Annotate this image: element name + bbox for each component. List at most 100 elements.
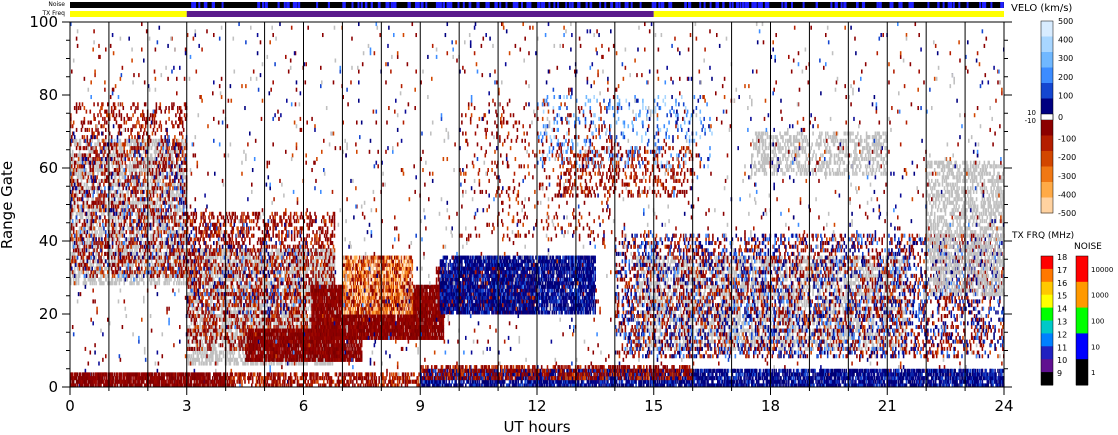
scatter-cell xyxy=(214,284,216,289)
scatter-cell xyxy=(167,219,169,224)
scatter-cell xyxy=(127,178,129,183)
scatter-cell xyxy=(251,361,254,366)
scatter-cell xyxy=(93,219,95,224)
scatter-cell xyxy=(142,200,144,205)
scatter-cell xyxy=(115,168,118,173)
scatter-cell xyxy=(162,197,164,202)
noise-bar-tick xyxy=(292,2,295,8)
scatter-cell xyxy=(128,182,130,187)
scatter-cell xyxy=(118,113,121,118)
scatter-cell xyxy=(140,193,142,198)
scatter-cell xyxy=(156,226,159,231)
scatter-cell xyxy=(93,281,95,286)
noise-bar-tick xyxy=(979,2,982,8)
scatter-cell xyxy=(103,211,105,216)
scatter-cell xyxy=(70,251,72,256)
scatter-cell xyxy=(125,208,128,213)
scatter-cell xyxy=(111,262,114,267)
scatter-cell xyxy=(221,310,224,315)
scatter-cell xyxy=(132,270,134,275)
scatter-cell xyxy=(186,354,189,359)
scatter-cell xyxy=(187,361,190,366)
scatter-cell xyxy=(76,251,79,256)
scatter-cell xyxy=(247,361,249,366)
scatter-cell xyxy=(233,361,236,366)
scatter-cell xyxy=(135,197,137,202)
scatter-cell xyxy=(94,186,96,191)
scatter-cell xyxy=(193,314,196,319)
scatter-cell xyxy=(108,186,111,191)
noise-bar-tick xyxy=(477,2,480,8)
scatter-cell xyxy=(138,131,140,136)
scatter-cell xyxy=(178,266,180,271)
scatter-cell xyxy=(169,259,171,264)
scatter-cell xyxy=(169,142,171,147)
scatter-cell xyxy=(225,321,228,326)
scatter-cell xyxy=(110,251,113,256)
scatter-cell xyxy=(204,288,206,293)
scatter-cell xyxy=(88,244,91,249)
noise-bar-tick xyxy=(802,2,805,8)
scatter-cell xyxy=(165,182,167,187)
scatter-cell xyxy=(201,259,203,264)
scatter-cell xyxy=(227,328,230,333)
scatter-cell xyxy=(206,255,208,260)
scatter-cell xyxy=(94,270,96,275)
scatter-cell xyxy=(103,178,105,183)
scatter-cell xyxy=(206,350,208,355)
scatter-cell xyxy=(122,230,125,235)
scatter-cell xyxy=(96,222,98,227)
noise-bar-tick xyxy=(751,2,754,8)
scatter-cell xyxy=(184,146,187,151)
scatter-cell xyxy=(91,241,93,246)
scatter-cell xyxy=(111,146,114,151)
scatter-cell xyxy=(183,113,186,118)
scatter-cell xyxy=(122,211,125,216)
scatter-cell xyxy=(190,270,193,275)
scatter-cell xyxy=(154,281,157,286)
scatter-cell xyxy=(236,357,238,362)
scatter-cell xyxy=(150,251,153,256)
scatter-cell xyxy=(201,343,203,348)
scatter-cell xyxy=(117,102,120,107)
scatter-cell xyxy=(96,262,98,267)
scatter-cell xyxy=(74,171,77,176)
scatter-cell xyxy=(93,270,95,275)
scatter-cell xyxy=(106,266,108,271)
scatter-cell xyxy=(233,317,236,322)
scatter-cell xyxy=(114,160,117,165)
scatter-cell xyxy=(173,270,175,275)
scatter-cell xyxy=(95,281,97,286)
scatter-cell xyxy=(105,127,107,132)
scatter-cell xyxy=(120,116,123,121)
scatter-cell xyxy=(100,277,102,282)
scatter-cell xyxy=(133,102,135,107)
scatter-cell xyxy=(114,193,117,198)
scatter-cell xyxy=(227,266,230,271)
noise-bar-tick xyxy=(416,2,418,8)
scatter-cell xyxy=(86,197,89,202)
scatter-cell xyxy=(149,160,152,165)
scatter-cell xyxy=(122,215,125,220)
scatter-cell xyxy=(154,113,157,118)
noise-bar-tick xyxy=(203,2,206,8)
scatter-cell xyxy=(90,262,92,267)
scatter-cell xyxy=(168,175,170,180)
scatter-cell xyxy=(142,211,144,216)
scatter-cell xyxy=(77,197,80,202)
scatter-cell xyxy=(154,266,157,271)
scatter-cell xyxy=(250,361,252,366)
scatter-cell xyxy=(113,230,116,235)
scatter-cell xyxy=(237,306,239,311)
scatter-cell xyxy=(139,219,141,224)
scatter-cell xyxy=(249,310,251,315)
scatter-cell xyxy=(172,266,174,271)
scatter-cell xyxy=(183,186,186,191)
scatter-cell xyxy=(83,106,86,111)
scatter-cell xyxy=(225,343,228,348)
scatter-cell xyxy=(144,142,147,147)
scatter-cell xyxy=(183,273,186,278)
scatter-cell xyxy=(95,241,97,246)
scatter-cell xyxy=(86,193,89,198)
scatter-cell xyxy=(84,219,87,224)
